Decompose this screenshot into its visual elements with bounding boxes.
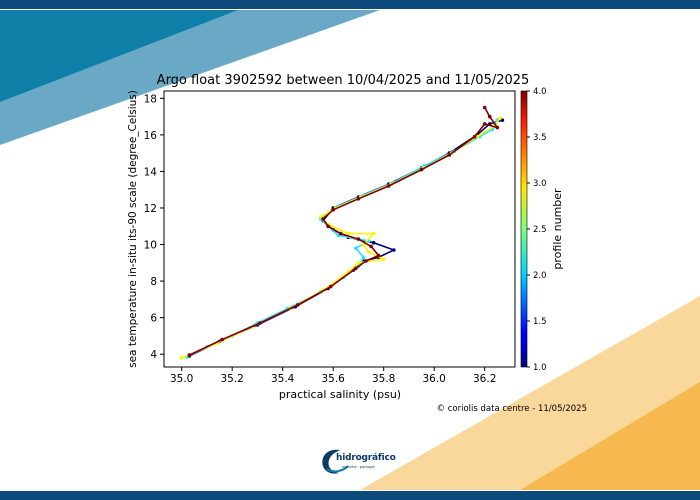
data-point: [482, 105, 487, 110]
y-tick-label: 8: [150, 276, 157, 288]
x-axis-ticks: 35.0 35.2 35.4 35.6 35.8 36.0 36.2: [170, 367, 496, 385]
data-point: [371, 240, 376, 245]
colorbar-label: profile number: [551, 188, 564, 270]
x-tick-label: 36.2: [473, 373, 496, 385]
data-point: [354, 246, 358, 250]
data-point: [392, 248, 396, 252]
x-tick-label: 35.8: [372, 373, 395, 385]
series-profile-4: [187, 105, 500, 357]
y-tick-label: 12: [144, 203, 157, 215]
colorbar-tick-label: 1.5: [533, 317, 547, 327]
data-point: [318, 215, 323, 219]
data-point: [447, 153, 452, 157]
data-point: [361, 255, 366, 260]
x-tick-label: 35.6: [321, 373, 345, 385]
data-point: [419, 167, 424, 172]
data-point: [376, 253, 381, 258]
y-axis-ticks: 4 6 8 10 12 14 16 18: [144, 93, 164, 361]
logo-wave-icon: [322, 449, 349, 474]
colorbar-ticks: 1.0 1.5 2.0 2.5 3.0 3.5 4.0: [527, 87, 547, 373]
data-point: [361, 242, 366, 247]
x-tick-label: 36.0: [422, 373, 445, 385]
bg-orange-wedge: [520, 382, 700, 490]
data-point: [339, 231, 343, 236]
data-point: [220, 337, 224, 342]
data-point: [366, 250, 371, 254]
bg-teal-wedge: [0, 10, 238, 102]
y-tick-label: 4: [150, 349, 157, 361]
y-tick-label: 14: [144, 166, 158, 178]
y-tick-label: 16: [144, 130, 158, 142]
colorbar-tick-label: 3.0: [533, 179, 547, 189]
data-point: [328, 284, 333, 289]
data-point: [331, 208, 336, 212]
data-point: [498, 116, 502, 121]
data-point: [187, 353, 192, 357]
y-axis-label: sea temperature in-situ its-90 scale (de…: [127, 90, 139, 368]
logo-name: hidrográfico: [336, 453, 396, 463]
data-point: [500, 118, 505, 122]
data-point: [386, 184, 391, 188]
y-tick-label: 18: [144, 93, 157, 105]
data-point: [258, 321, 262, 325]
series-layer: [179, 105, 505, 360]
colorbar: [520, 90, 528, 368]
x-tick-label: 35.2: [220, 373, 243, 385]
colorbar-tick-label: 2.0: [533, 271, 547, 281]
data-point: [369, 244, 373, 249]
x-tick-label: 35.0: [170, 373, 193, 385]
data-point: [371, 231, 376, 236]
data-point: [179, 356, 184, 360]
y-tick-label: 10: [144, 240, 157, 252]
top-bar: [0, 0, 700, 9]
colorbar-tick-label: 3.5: [533, 133, 547, 143]
data-point: [354, 266, 358, 271]
data-point: [346, 231, 351, 236]
copyright-text: © coriolis data centre - 11/05/2025: [437, 404, 587, 414]
data-point: [296, 303, 300, 307]
data-point: [482, 122, 487, 126]
data-point: [326, 224, 330, 229]
data-point: [321, 217, 325, 221]
hidrografico-logo: hidrográfico marinha · portugal: [318, 444, 398, 478]
colorbar-tick-label: 4.0: [533, 87, 547, 97]
y-tick-label: 6: [150, 313, 157, 325]
data-point: [336, 233, 341, 238]
data-point: [487, 114, 492, 119]
data-point: [381, 257, 386, 262]
chart-title: Argo float 3902592 between 10/04/2025 an…: [157, 73, 530, 88]
colorbar-tick-label: 1.0: [533, 363, 547, 373]
data-point: [364, 259, 368, 263]
data-point: [472, 134, 477, 139]
bottom-bar: [0, 491, 700, 500]
data-point: [356, 197, 361, 201]
x-tick-label: 35.4: [271, 373, 295, 385]
colorbar-tick-label: 2.5: [533, 225, 547, 235]
data-point: [495, 125, 500, 130]
data-point: [356, 261, 361, 265]
logo-tagline: marinha · portugal: [342, 465, 375, 469]
data-point: [356, 237, 361, 241]
x-axis-label: practical salinity (psu): [279, 388, 401, 401]
